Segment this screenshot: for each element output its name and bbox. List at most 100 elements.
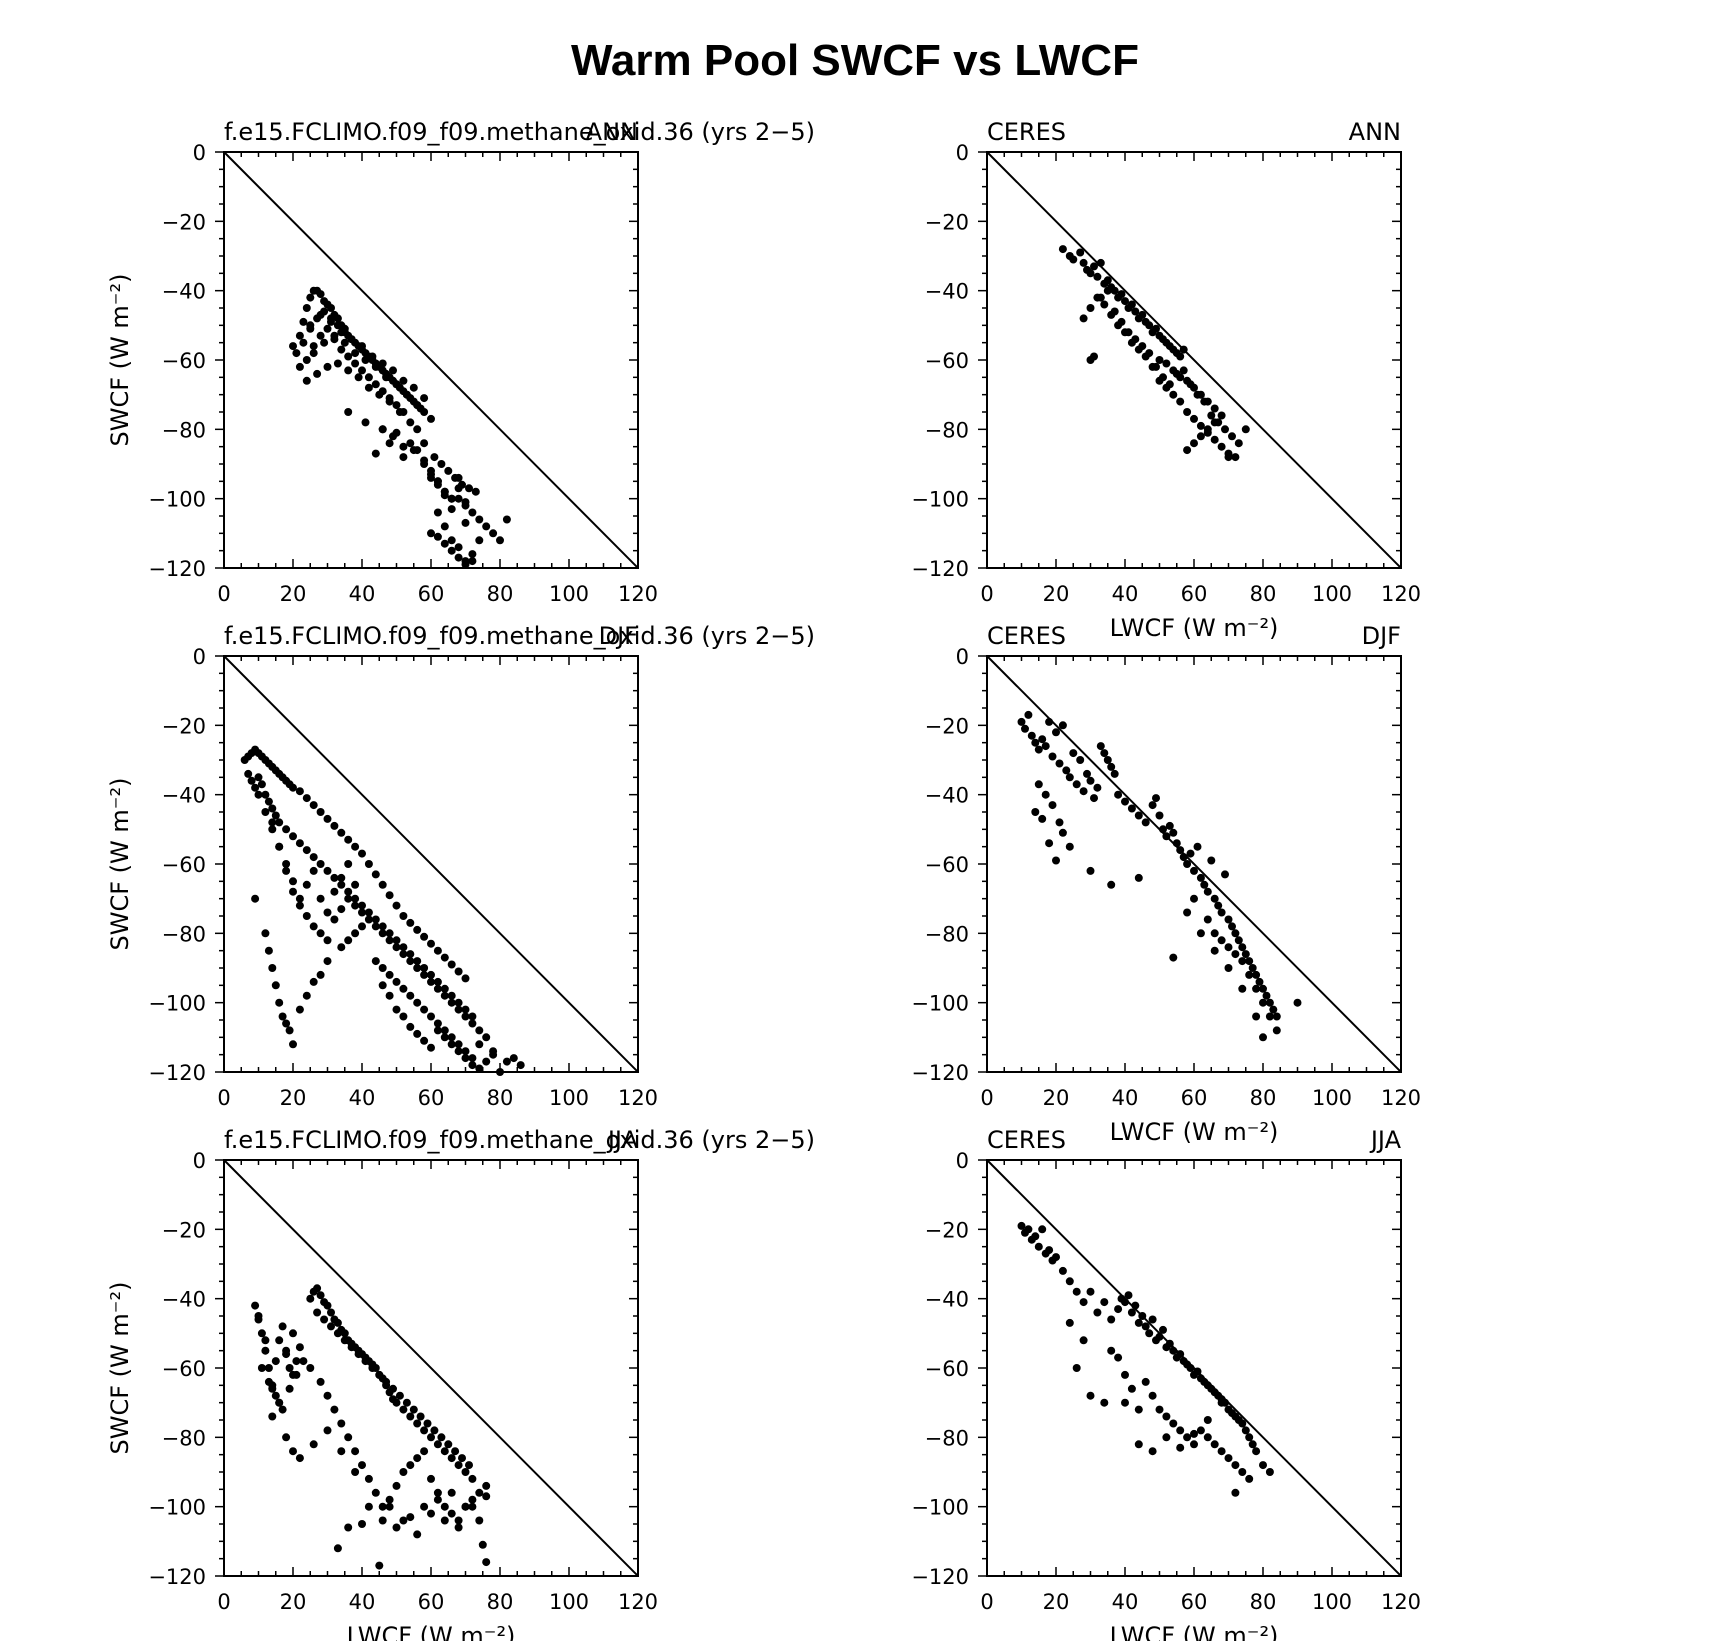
- data-point: [1165, 1339, 1174, 1348]
- y-tick-label: −40: [925, 280, 969, 304]
- data-point: [358, 1520, 366, 1528]
- x-tick-label: 120: [1381, 1590, 1421, 1614]
- data-point: [1134, 873, 1143, 882]
- data-point: [371, 380, 380, 389]
- data-point: [427, 473, 435, 482]
- data-point: [323, 814, 332, 823]
- data-point: [468, 1061, 477, 1070]
- data-point: [433, 480, 442, 489]
- data-point: [358, 922, 366, 931]
- y-tick-label: −120: [911, 557, 969, 581]
- x-tick-label: 60: [418, 1590, 445, 1614]
- data-point: [461, 1502, 470, 1511]
- data-point: [261, 808, 270, 816]
- data-point: [1203, 425, 1212, 434]
- data-point: [313, 369, 322, 378]
- data-point: [1034, 745, 1043, 754]
- data-point: [1179, 853, 1188, 862]
- y-tick-label: −20: [925, 210, 969, 234]
- data-point: [1038, 1225, 1047, 1234]
- data-point: [1179, 366, 1188, 375]
- data-point: [1110, 769, 1119, 778]
- data-point: [1072, 1364, 1081, 1372]
- data-point: [420, 394, 429, 403]
- data-point: [1114, 1353, 1123, 1362]
- data-point: [399, 912, 408, 920]
- data-point: [406, 918, 415, 927]
- data-point: [351, 929, 360, 938]
- x-tick-label: 60: [418, 582, 445, 606]
- data-point: [371, 362, 380, 371]
- x-tick-label: 40: [349, 582, 376, 606]
- data-point: [302, 991, 311, 1000]
- y-axis-label: SWCF (W m⁻²): [106, 274, 134, 447]
- data-point: [1224, 1454, 1233, 1463]
- data-point: [358, 849, 366, 858]
- data-point: [309, 866, 318, 875]
- data-point: [289, 1040, 297, 1049]
- data-point: [340, 338, 349, 347]
- data-point: [1100, 1398, 1109, 1407]
- data-point: [471, 487, 480, 496]
- data-point: [461, 518, 470, 527]
- x-tick-label: 20: [1043, 582, 1070, 606]
- data-point: [1183, 408, 1192, 416]
- data-point: [1224, 964, 1233, 972]
- data-point: [1086, 304, 1095, 312]
- data-point: [461, 1005, 470, 1014]
- data-point: [378, 981, 387, 990]
- panel-title-right: ANN: [1349, 118, 1401, 146]
- data-point: [382, 373, 391, 382]
- data-point: [406, 1513, 415, 1522]
- data-point: [275, 842, 284, 851]
- data-point: [427, 977, 435, 986]
- data-point: [333, 1544, 342, 1553]
- data-point: [257, 1329, 266, 1338]
- data-point: [1272, 1026, 1281, 1035]
- data-point: [482, 522, 491, 531]
- data-point: [378, 1516, 387, 1525]
- data-point: [1162, 1412, 1171, 1421]
- data-point: [389, 1384, 397, 1393]
- scatter-panel: 0 20 40 60 80 100 120 0 −20 −40 −60 −80 −100 −120 f.e1…: [106, 118, 815, 606]
- y-tick-label: −80: [162, 1426, 206, 1450]
- data-point: [1269, 1005, 1278, 1014]
- data-point: [1086, 866, 1095, 875]
- data-point: [433, 1026, 442, 1035]
- y-tick-label: −40: [925, 1288, 969, 1312]
- data-point: [1069, 749, 1078, 758]
- data-point: [392, 380, 401, 389]
- data-point: [1076, 756, 1085, 764]
- x-axis-label: LWCF (W m⁻²): [1110, 1118, 1279, 1146]
- data-point: [1045, 839, 1054, 848]
- data-point: [427, 529, 435, 538]
- data-point: [1155, 1405, 1164, 1414]
- panel-title-left: CERES: [987, 1126, 1066, 1154]
- data-point: [1045, 717, 1054, 726]
- data-point: [454, 543, 463, 552]
- data-point: [482, 1558, 491, 1567]
- data-point: [251, 1301, 260, 1310]
- data-point: [1079, 1336, 1088, 1345]
- y-tick-label: 0: [956, 645, 969, 669]
- data-point: [420, 964, 429, 972]
- data-point: [302, 376, 311, 385]
- y-tick-label: −60: [925, 349, 969, 373]
- data-point: [316, 310, 325, 319]
- panel-title-left: f.e15.FCLIMO.f09_f09.methane_oxid.36 (yr…: [224, 622, 815, 650]
- data-point: [1190, 1440, 1198, 1449]
- data-point: [1176, 1350, 1185, 1359]
- data-point: [437, 460, 446, 468]
- data-point: [395, 1391, 404, 1400]
- data-point: [447, 998, 456, 1007]
- data-point: [340, 1336, 349, 1345]
- data-point: [282, 860, 291, 868]
- data-point: [1196, 421, 1205, 430]
- data-point: [440, 1026, 449, 1035]
- data-point: [1224, 915, 1233, 924]
- data-point: [461, 498, 470, 507]
- data-point: [1214, 901, 1223, 910]
- y-tick-label: −100: [148, 992, 206, 1016]
- data-point: [344, 1433, 353, 1442]
- data-point: [1231, 1488, 1240, 1497]
